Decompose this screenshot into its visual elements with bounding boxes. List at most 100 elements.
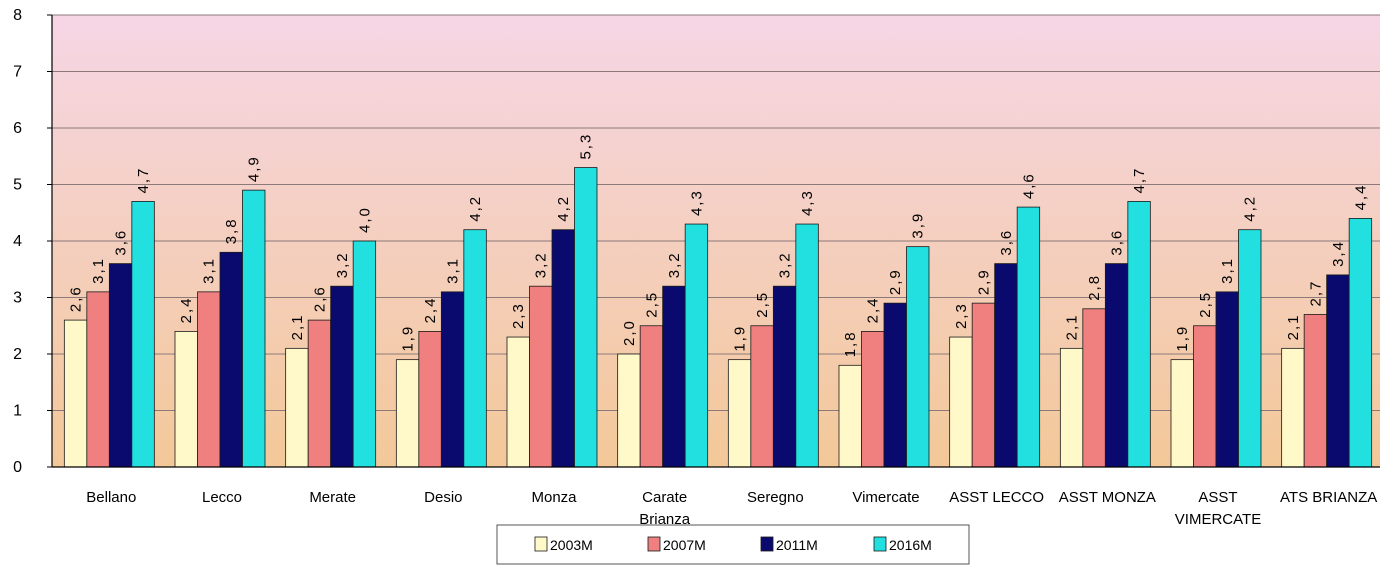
data-label: 2,1 [1064,313,1081,340]
category-label: Bellano [86,489,136,506]
bar-2003M [1281,347,1305,468]
grid-lines [52,14,1380,411]
bar-2011M [1215,291,1239,468]
data-label: 1,8 [842,330,859,357]
data-label: 3,2 [666,251,683,278]
data-label: 2,9 [887,268,904,295]
bar-2011M [330,285,354,468]
data-label: 3,6 [1109,229,1126,256]
bar-2003M [506,336,530,468]
bar-2003M [727,359,752,468]
bar-2007M [1193,325,1217,468]
bar-2011M [883,302,907,468]
legend-swatch-2016M [873,536,887,552]
category-label: Monza [531,489,577,506]
category-label: Merate [309,489,356,506]
y-axis-ticks: 0 1 2 3 4 5 6 7 8 [13,7,52,476]
data-label: 2,5 [1197,291,1214,318]
legend-label: 2007M [663,537,706,553]
legend-label: 2016M [889,537,932,553]
category-label: ATS BRIANZA [1280,489,1377,506]
data-label: 4,4 [1352,184,1369,211]
y-tick-label: 7 [13,64,22,81]
data-label: 2,9 [975,268,992,295]
y-tick-label: 6 [13,120,22,137]
data-label: 1,9 [400,325,417,352]
legend-swatch-2003M [534,536,548,552]
bar-2016M [1348,217,1373,468]
data-label: 4,0 [356,206,373,233]
category-label: Carate Brianza [639,489,691,528]
bars [63,167,1373,468]
y-tick-label: 3 [13,290,22,307]
data-label: 3,6 [998,229,1015,256]
category-label: Lecco [202,489,242,506]
bar-2007M [197,291,221,468]
bar-2007M [529,285,553,468]
data-label: 4,3 [688,189,705,216]
data-label: 3,4 [1330,240,1347,267]
data-label: 3,8 [223,217,240,244]
legend-swatch-2007M [647,536,661,552]
data-label: 4,9 [246,155,263,182]
data-label: 4,3 [799,189,816,216]
bar-2011M [1326,274,1350,468]
bar-2016M [574,167,598,468]
bar-2003M [949,336,973,468]
category-labels: Bellano Lecco Merate Desio Monza Carate Brianz… [86,489,1377,528]
bar-2003M [63,319,88,468]
bar-2016M [1127,201,1151,468]
data-label: 4,6 [1020,172,1037,199]
data-label: 2,5 [754,291,771,318]
bar-2007M [86,291,110,468]
bar-2007M [861,330,885,468]
y-tick-label: 8 [13,7,22,24]
bar-2007M [307,319,332,468]
bar-2003M [1170,359,1194,468]
legend: 2003M 2007M 2011M 2016M [496,524,970,565]
data-label: 2,4 [178,297,195,324]
bar-2016M [463,229,487,468]
data-label: 4,7 [1131,167,1148,194]
bar-2007M [1303,314,1328,468]
bar-2016M [684,223,709,468]
bar-2011M [440,291,465,468]
data-label: 1,9 [732,325,749,352]
bar-2003M [617,353,641,468]
category-label: ASST MONZA [1059,489,1156,506]
data-label: 4,7 [135,167,152,194]
y-tick-label: 0 [13,459,22,476]
data-label: 2,1 [1285,313,1302,340]
data-label: 2,3 [953,302,970,329]
bar-2011M [994,263,1018,468]
y-tick-label: 5 [13,177,22,194]
bar-2007M [971,302,996,468]
data-label: 3,2 [777,251,794,278]
legend-label: 2011M [776,537,818,553]
legend-label: 2003M [550,537,593,553]
bar-2011M [108,263,133,468]
bar-2003M [1059,347,1084,468]
data-label: 3,2 [533,251,550,278]
data-label: 2,0 [621,319,638,346]
bar-2003M [838,364,862,468]
data-label: 4,2 [467,195,484,222]
category-label: Vimercate [852,489,919,506]
bar-2003M [174,330,198,468]
bar-2016M [352,240,377,468]
data-label: 3,9 [910,212,927,239]
bar-2011M [1104,263,1129,468]
bar-2016M [906,246,930,468]
data-label: 2,7 [1307,280,1324,307]
data-labels: 2,6 3,1 3,6 4,7 2,4 3,1 3,8 4,9 2,1 2,6 3,2 4,0 1,9 2… [68,133,1370,358]
legend-box [496,524,970,565]
data-label: 5,3 [578,133,595,160]
data-label: 2,8 [1086,274,1103,301]
category-label: ASST LECCO [949,489,1044,506]
data-label: 2,4 [422,297,439,324]
data-label: 4,2 [1242,195,1259,222]
data-label: 2,1 [289,313,306,340]
data-label: 3,2 [334,251,351,278]
bar-2016M [1016,206,1041,468]
